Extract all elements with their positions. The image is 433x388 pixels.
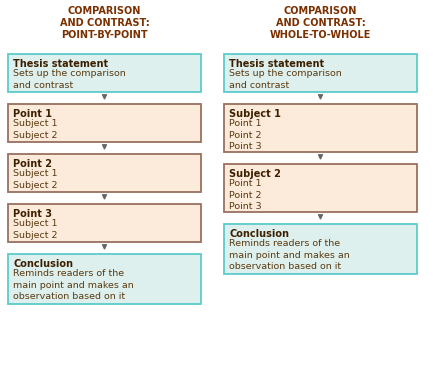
Text: Subject 1
Subject 2: Subject 1 Subject 2 bbox=[13, 120, 58, 140]
FancyBboxPatch shape bbox=[8, 104, 201, 142]
Text: Subject 2: Subject 2 bbox=[229, 169, 281, 179]
Text: Conclusion: Conclusion bbox=[13, 259, 73, 269]
Text: COMPARISON
AND CONTRAST:
WHOLE-TO-WHOLE: COMPARISON AND CONTRAST: WHOLE-TO-WHOLE bbox=[270, 6, 371, 40]
Text: Point 2: Point 2 bbox=[13, 159, 52, 169]
FancyBboxPatch shape bbox=[8, 154, 201, 192]
FancyBboxPatch shape bbox=[224, 104, 417, 152]
Text: Reminds readers of the
main point and makes an
observation based on it: Reminds readers of the main point and ma… bbox=[229, 239, 350, 271]
Text: COMPARISON
AND CONTRAST:
POINT-BY-POINT: COMPARISON AND CONTRAST: POINT-BY-POINT bbox=[60, 6, 149, 40]
Text: Reminds readers of the
main point and makes an
observation based on it: Reminds readers of the main point and ma… bbox=[13, 270, 134, 301]
FancyBboxPatch shape bbox=[8, 204, 201, 242]
FancyBboxPatch shape bbox=[8, 254, 201, 304]
Text: Point 3: Point 3 bbox=[13, 209, 52, 219]
Text: Point 1
Point 2
Point 3: Point 1 Point 2 Point 3 bbox=[229, 180, 262, 211]
FancyBboxPatch shape bbox=[224, 54, 417, 92]
FancyBboxPatch shape bbox=[224, 224, 417, 274]
Text: Subject 1
Subject 2: Subject 1 Subject 2 bbox=[13, 170, 58, 190]
Text: Subject 1: Subject 1 bbox=[229, 109, 281, 119]
Text: Sets up the comparison
and contrast: Sets up the comparison and contrast bbox=[13, 69, 126, 90]
Text: Thesis statement: Thesis statement bbox=[229, 59, 324, 69]
Text: Thesis statement: Thesis statement bbox=[13, 59, 108, 69]
Text: Point 1
Point 2
Point 3: Point 1 Point 2 Point 3 bbox=[229, 120, 262, 151]
Text: Conclusion: Conclusion bbox=[229, 229, 289, 239]
FancyBboxPatch shape bbox=[224, 164, 417, 212]
Text: Subject 1
Subject 2: Subject 1 Subject 2 bbox=[13, 220, 58, 240]
FancyBboxPatch shape bbox=[8, 54, 201, 92]
Text: Sets up the comparison
and contrast: Sets up the comparison and contrast bbox=[229, 69, 342, 90]
Text: Point 1: Point 1 bbox=[13, 109, 52, 119]
